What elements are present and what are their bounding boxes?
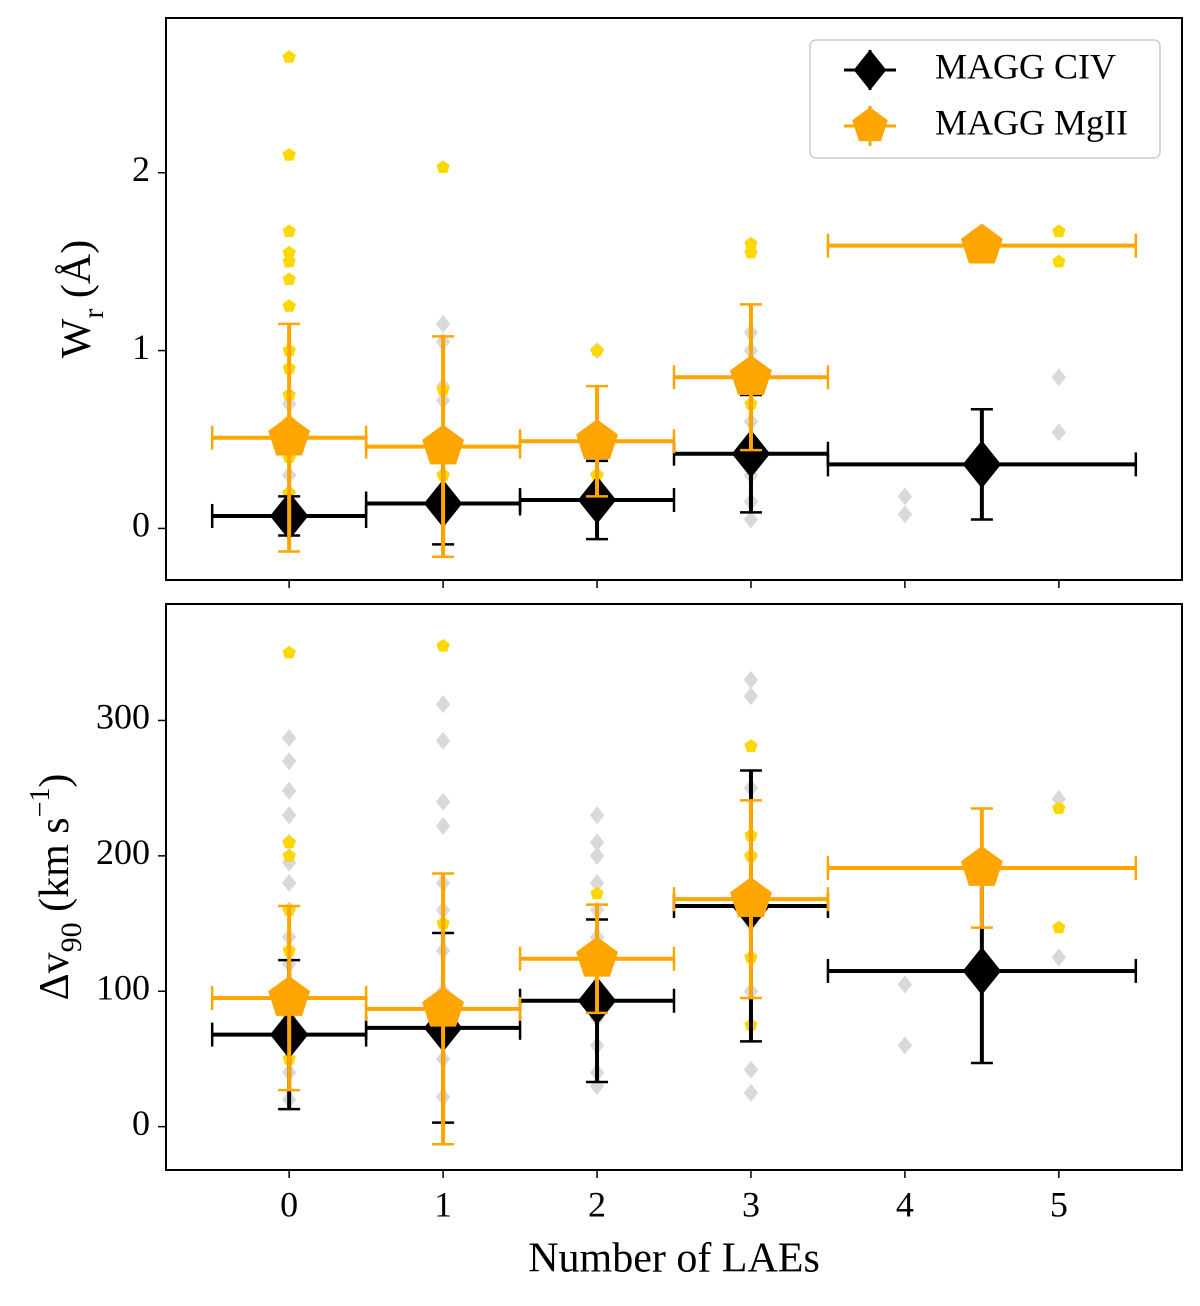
y-axis-label: Δv90 (km s−1) <box>25 774 88 1001</box>
marker <box>282 272 296 286</box>
marker <box>1051 368 1067 387</box>
marker <box>897 1036 913 1055</box>
marker <box>282 299 296 312</box>
marker <box>1051 948 1067 967</box>
marker <box>1051 423 1067 442</box>
marker <box>422 986 465 1027</box>
marker <box>282 245 296 259</box>
marker <box>1052 920 1066 934</box>
legend-box <box>809 39 1161 159</box>
marker <box>435 695 451 714</box>
marker <box>590 343 604 357</box>
marker <box>281 729 297 748</box>
legend-label: MAGG MgII <box>935 102 1128 142</box>
marker <box>589 846 605 865</box>
marker <box>962 946 1002 995</box>
marker <box>589 833 605 852</box>
marker <box>730 877 772 917</box>
marker <box>282 50 296 63</box>
marker <box>743 510 759 529</box>
marker <box>576 419 618 460</box>
y-axis-label-part: ) <box>32 774 78 788</box>
marker <box>744 739 758 752</box>
y-axis-label-part: 90 <box>55 922 88 952</box>
y-axis-label-part: (Å) <box>54 240 100 309</box>
marker <box>897 487 913 506</box>
y-tick-label: 0 <box>132 505 150 545</box>
marker <box>435 314 451 333</box>
marker <box>1051 789 1067 808</box>
marker <box>744 236 758 250</box>
marker <box>436 160 450 174</box>
marker <box>744 245 758 259</box>
marker <box>282 835 296 848</box>
y-tick-label: 0 <box>132 1103 150 1143</box>
marker <box>743 687 759 706</box>
y-axis-label-part: r <box>77 309 110 319</box>
y-tick-label: 1 <box>132 327 150 367</box>
y-tick-label: 200 <box>96 832 150 872</box>
y-tick-label: 2 <box>132 149 150 189</box>
marker <box>730 355 772 396</box>
marker <box>435 731 451 750</box>
marker <box>282 254 296 268</box>
x-tick-label: 5 <box>1050 1184 1068 1224</box>
y-axis-label-part: (km s <box>32 817 78 922</box>
marker <box>960 223 1003 264</box>
marker <box>268 976 311 1016</box>
legend-marker <box>852 107 888 142</box>
x-tick-label: 2 <box>588 1184 606 1224</box>
marker <box>282 645 296 659</box>
legend-label: MAGG CIV <box>935 46 1116 86</box>
marker <box>731 429 771 478</box>
x-axis-label: Number of LAEs <box>528 1236 820 1282</box>
marker <box>281 781 297 800</box>
marker <box>589 873 605 892</box>
marker <box>577 475 617 524</box>
marker <box>422 424 465 465</box>
marker <box>282 848 296 862</box>
x-tick-label: 0 <box>280 1184 298 1224</box>
marker <box>960 846 1003 886</box>
marker <box>589 806 605 825</box>
marker <box>436 638 450 652</box>
marker <box>1052 801 1066 815</box>
marker <box>590 886 604 900</box>
marker <box>268 415 311 456</box>
marker <box>962 440 1002 489</box>
marker <box>281 752 297 771</box>
marker <box>281 873 297 892</box>
marker <box>897 975 913 994</box>
marker <box>282 147 296 161</box>
marker <box>576 936 618 977</box>
x-tick-label: 3 <box>742 1184 760 1224</box>
y-tick-label: 100 <box>96 968 150 1008</box>
marker <box>1052 224 1066 238</box>
marker <box>1052 254 1066 268</box>
axes-frame <box>165 17 1183 581</box>
marker <box>435 792 451 811</box>
y-tick-label: 300 <box>96 697 150 737</box>
y-axis-label-part: Δv <box>32 952 78 1000</box>
marker <box>435 817 451 836</box>
marker <box>897 505 913 524</box>
axes-frame <box>165 603 1183 1171</box>
legend-marker <box>853 49 887 91</box>
marker <box>281 806 297 825</box>
y-axis-label-part: −1 <box>25 788 56 818</box>
marker <box>743 1083 759 1102</box>
marker <box>743 670 759 689</box>
y-axis-label-part: W <box>54 318 100 358</box>
x-tick-label: 1 <box>434 1184 452 1224</box>
marker <box>743 1060 759 1079</box>
y-axis-label: Wr (Å) <box>54 240 111 358</box>
x-tick-label: 4 <box>896 1184 914 1224</box>
marker <box>282 224 296 238</box>
